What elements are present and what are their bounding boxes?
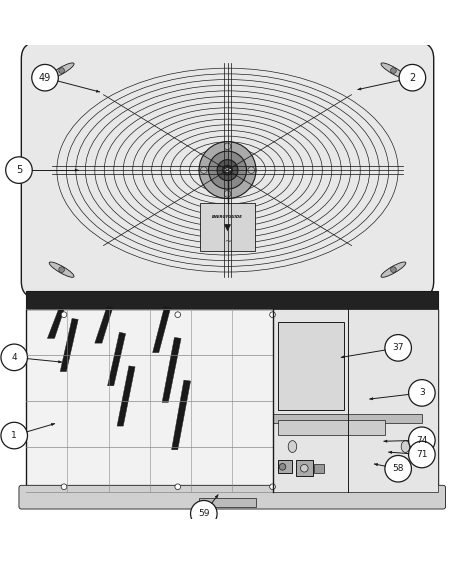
Circle shape (59, 267, 64, 272)
Circle shape (279, 463, 286, 470)
Text: 37: 37 (392, 343, 404, 352)
Polygon shape (153, 307, 171, 352)
Bar (26, 291, 438, 309)
Bar (273, 309, 438, 493)
Ellipse shape (49, 262, 74, 278)
FancyBboxPatch shape (21, 42, 434, 298)
Circle shape (61, 312, 67, 318)
Text: 74: 74 (416, 436, 428, 445)
Circle shape (191, 501, 217, 527)
Text: ~: ~ (224, 236, 231, 245)
Circle shape (223, 166, 232, 175)
Ellipse shape (381, 262, 406, 278)
Text: 71: 71 (416, 450, 428, 459)
Ellipse shape (401, 441, 410, 453)
Bar (314, 464, 324, 473)
Circle shape (409, 379, 435, 406)
Text: 4: 4 (11, 353, 17, 362)
Text: 1: 1 (11, 431, 17, 440)
Circle shape (301, 464, 308, 472)
Polygon shape (108, 332, 126, 386)
Circle shape (32, 64, 58, 91)
Circle shape (385, 334, 411, 361)
Circle shape (1, 422, 27, 449)
Circle shape (391, 68, 396, 73)
Polygon shape (162, 337, 181, 403)
Polygon shape (60, 319, 78, 372)
Circle shape (224, 143, 231, 150)
Circle shape (1, 344, 27, 370)
Polygon shape (117, 366, 135, 426)
Circle shape (391, 267, 396, 272)
Circle shape (59, 68, 64, 73)
Circle shape (399, 64, 426, 91)
Circle shape (61, 484, 67, 490)
Circle shape (248, 167, 255, 173)
Text: 49: 49 (39, 73, 51, 83)
Text: 3: 3 (419, 388, 425, 397)
FancyBboxPatch shape (19, 485, 446, 509)
Circle shape (224, 190, 231, 197)
Polygon shape (95, 306, 113, 343)
Text: 5: 5 (16, 165, 22, 175)
Circle shape (209, 151, 246, 189)
Bar (278, 322, 344, 410)
Circle shape (409, 427, 435, 454)
Polygon shape (47, 307, 64, 338)
Circle shape (175, 312, 181, 318)
Circle shape (201, 167, 207, 173)
Bar (278, 421, 385, 435)
Ellipse shape (49, 63, 74, 78)
Text: 2: 2 (409, 73, 416, 83)
Circle shape (270, 484, 275, 490)
Ellipse shape (288, 441, 297, 453)
Circle shape (217, 160, 238, 181)
Bar (273, 414, 422, 423)
Bar (278, 460, 292, 473)
Circle shape (199, 142, 256, 199)
Circle shape (385, 455, 411, 482)
Bar (199, 498, 256, 507)
Circle shape (270, 312, 275, 318)
Ellipse shape (223, 168, 232, 172)
Circle shape (175, 484, 181, 490)
Text: ENERGYGUIDE: ENERGYGUIDE (212, 215, 243, 218)
Bar (200, 203, 255, 251)
Ellipse shape (381, 63, 406, 78)
Circle shape (6, 157, 32, 184)
Polygon shape (172, 380, 191, 450)
Circle shape (409, 441, 435, 468)
Text: 58: 58 (392, 464, 404, 473)
Bar (296, 460, 313, 476)
Bar (26, 309, 438, 493)
Text: 59: 59 (198, 510, 210, 519)
